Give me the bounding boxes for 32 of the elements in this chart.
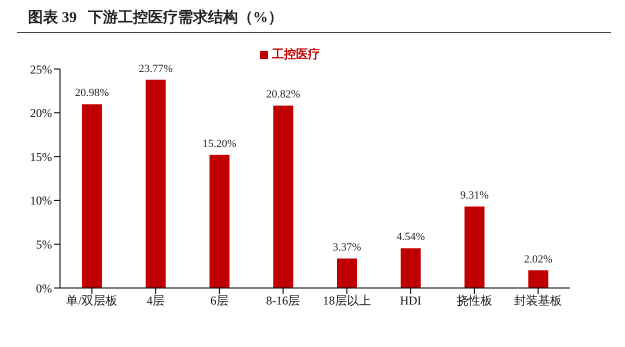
data-label: 15.20% — [202, 138, 236, 150]
x-tick-label: 4层 — [146, 294, 165, 308]
y-tick-label: 10% — [30, 194, 52, 208]
x-tick-label: HDI — [400, 294, 422, 308]
bar — [273, 106, 294, 288]
bar — [337, 258, 357, 288]
bar — [82, 104, 102, 288]
data-label: 3.37% — [332, 241, 362, 254]
x-tick-label: 单/双层板 — [66, 294, 118, 308]
bar — [464, 206, 484, 288]
y-tick-label: 25% — [30, 62, 52, 76]
y-tick-label: 15% — [30, 150, 52, 164]
data-label: 9.31% — [460, 189, 489, 202]
data-label: 2.02% — [524, 253, 552, 266]
data-label: 20.82% — [266, 88, 300, 101]
y-tick-label: 5% — [36, 237, 52, 252]
chart-title: 图表 39 下游工控医疗需求结构（%） — [28, 8, 283, 27]
data-label: 4.54% — [396, 231, 425, 244]
x-tick-label: 封装基板 — [514, 294, 562, 308]
x-tick-label: 8-16层 — [266, 294, 300, 308]
x-tick-label: 18层以上 — [322, 294, 371, 308]
x-tick-label: 6层 — [210, 294, 228, 308]
data-label: 20.98% — [75, 87, 109, 100]
y-tick-label: 0% — [36, 281, 52, 296]
bar — [146, 80, 166, 288]
bar — [528, 270, 548, 288]
y-tick-label: 20% — [30, 106, 52, 120]
data-label: 23.77% — [138, 62, 173, 75]
bar — [210, 154, 230, 288]
legend-label: 工控医疗 — [272, 47, 320, 61]
x-tick-label: 挠性板 — [456, 294, 492, 308]
bar — [400, 248, 421, 288]
